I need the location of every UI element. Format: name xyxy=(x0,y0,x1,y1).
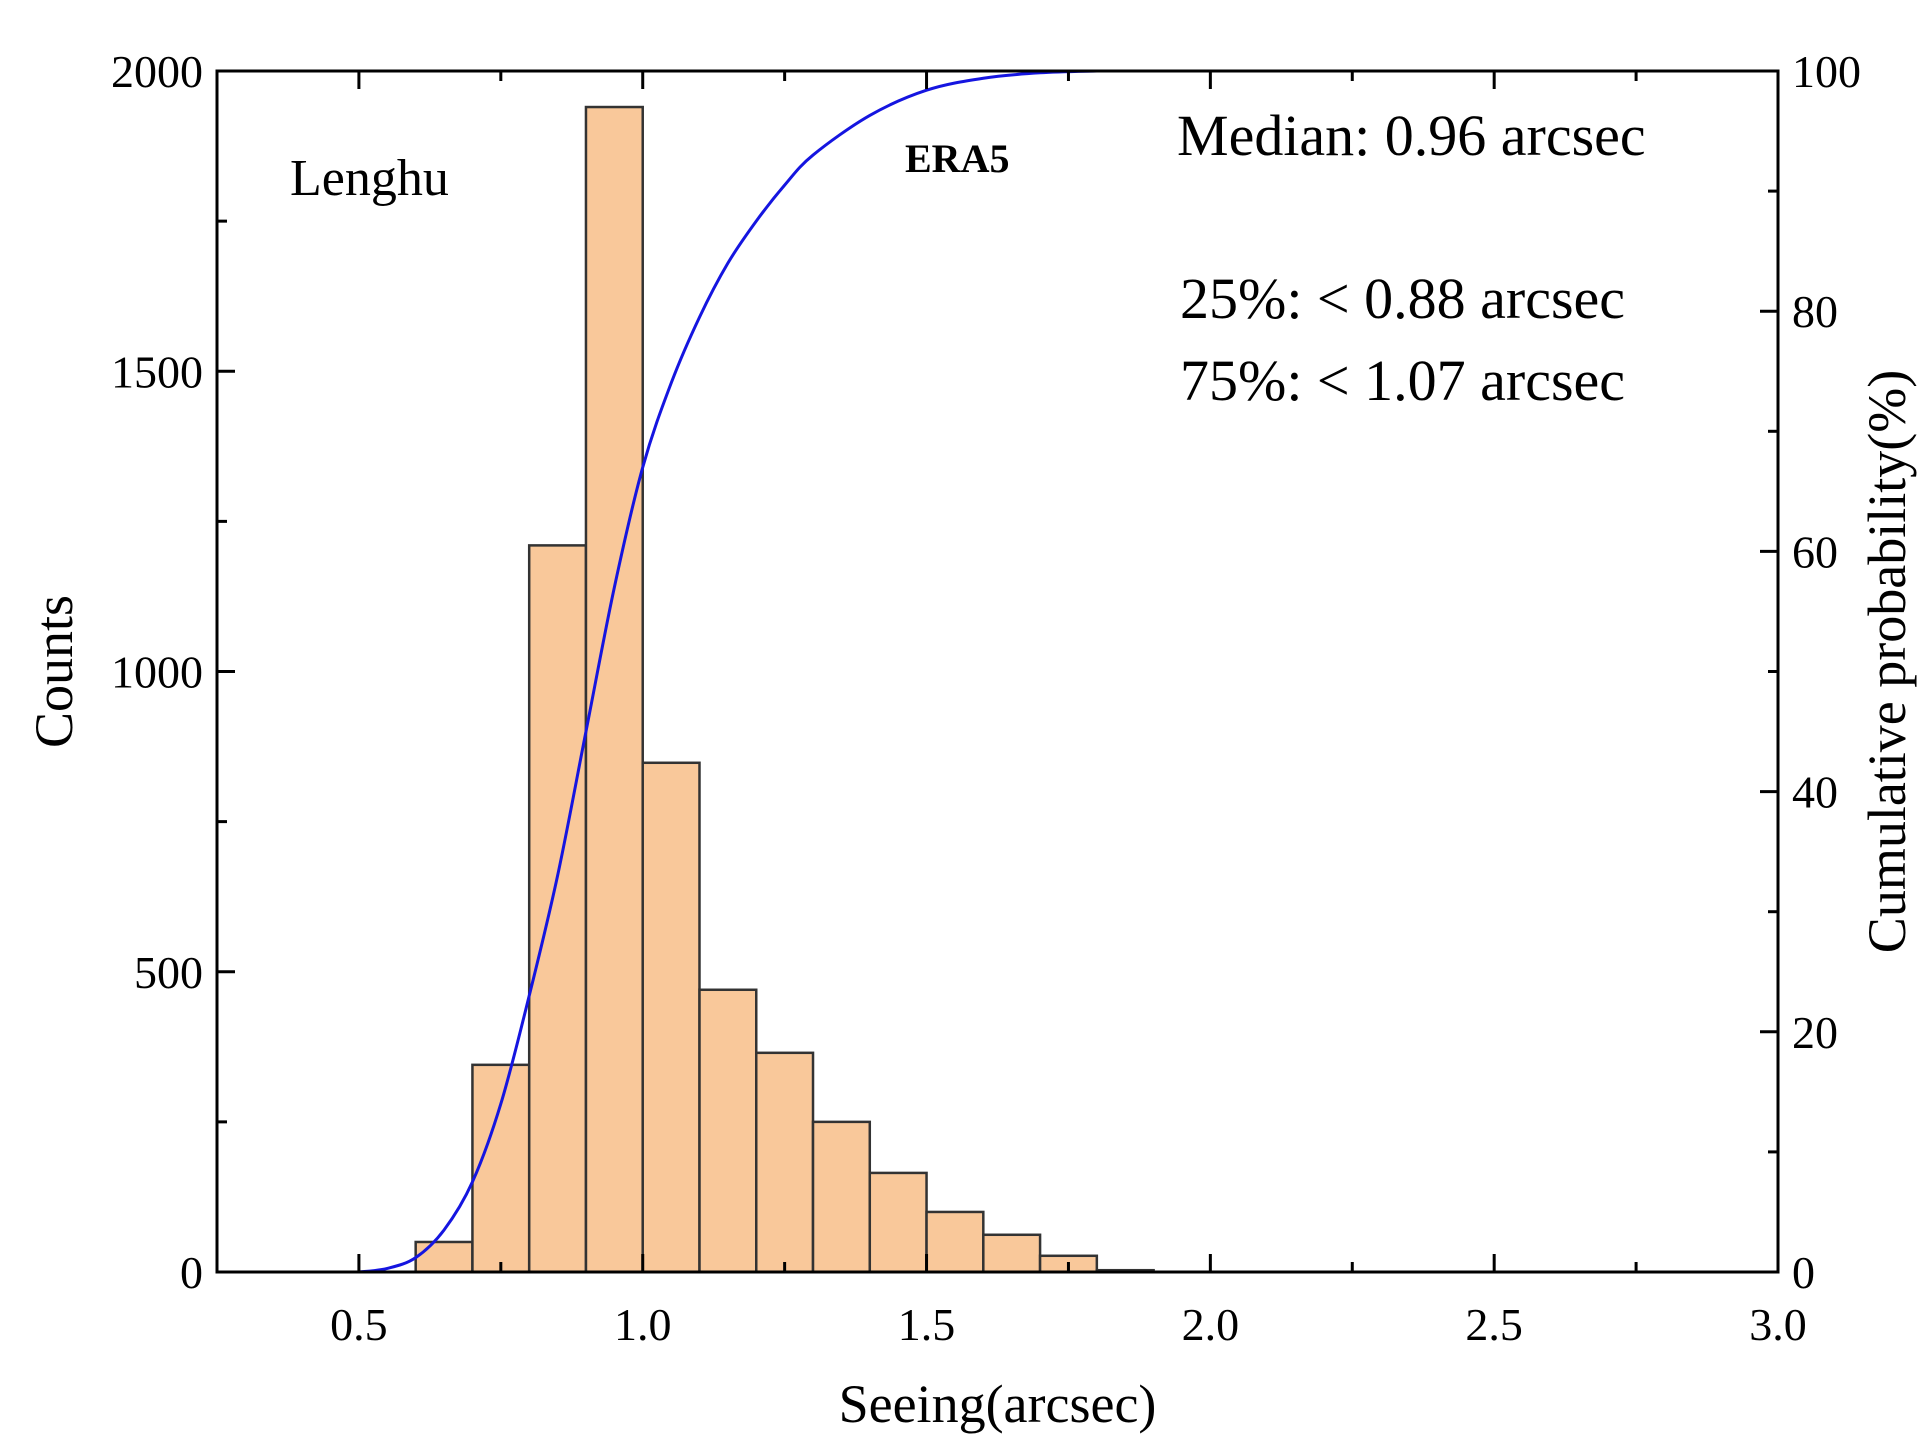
x-tick-label: 2.0 xyxy=(1182,1299,1240,1350)
axis-ticks xyxy=(215,69,1780,1274)
histogram-bar xyxy=(868,1171,928,1274)
p25-annotation: 25%: < 0.88 arcsec xyxy=(1180,266,1625,331)
plot-frame xyxy=(215,69,1780,1274)
y2-tick-label: 80 xyxy=(1792,286,1838,337)
series-tag: ERA5 xyxy=(905,136,1009,181)
y-tick-label: 0 xyxy=(180,1247,203,1298)
axis-tick-labels: 0.5 1.0 1.5 2.0 2.5 3.00500100015002000020406… xyxy=(111,46,1861,1350)
y2-tick-label: 20 xyxy=(1792,1007,1838,1058)
x-axis-title: Seeing(arcsec) xyxy=(839,1374,1157,1434)
y2-tick-label: 0 xyxy=(1792,1247,1815,1298)
histogram-bar xyxy=(641,761,701,1274)
x-tick-label: 3.0 xyxy=(1749,1299,1807,1350)
y2-tick-label: 60 xyxy=(1792,526,1838,577)
y-tick-label: 1500 xyxy=(111,346,203,397)
histogram-bar xyxy=(414,1240,474,1274)
histogram-bars xyxy=(414,105,1155,1274)
histogram-bar xyxy=(925,1210,985,1274)
histogram-bar xyxy=(982,1233,1042,1274)
histogram-bar xyxy=(527,544,588,1274)
cumulative-probability-curve xyxy=(358,69,1097,1274)
x-tick-label: 2.5 xyxy=(1465,1299,1523,1350)
y-tick-label: 1000 xyxy=(111,647,203,698)
y2-tick-label: 40 xyxy=(1792,767,1838,818)
histogram-bar xyxy=(811,1120,872,1274)
median-annotation: Median: 0.96 arcsec xyxy=(1177,103,1646,168)
y2-axis-title: Cumulative probability(%) xyxy=(1857,370,1917,953)
histogram-bar xyxy=(755,1051,815,1274)
y2-tick-label: 100 xyxy=(1792,46,1861,97)
site-label: Lenghu xyxy=(290,150,449,207)
x-tick-label: 1.0 xyxy=(614,1299,672,1350)
y-axis-title: Counts xyxy=(24,595,84,748)
histogram-bar xyxy=(471,1063,531,1274)
y-tick-label: 2000 xyxy=(111,46,203,97)
x-tick-label: 1.5 xyxy=(898,1299,956,1350)
histogram-bar xyxy=(698,988,758,1274)
p75-annotation: 75%: < 1.07 arcsec xyxy=(1180,348,1625,413)
y-tick-label: 500 xyxy=(134,947,203,998)
x-tick-label: 0.5 xyxy=(330,1299,388,1350)
